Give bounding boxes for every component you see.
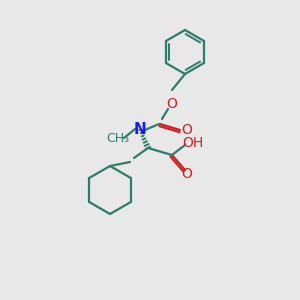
Text: O: O — [182, 123, 192, 137]
Text: N: N — [134, 122, 146, 137]
Text: OH: OH — [182, 136, 204, 150]
Text: O: O — [167, 97, 177, 111]
Text: O: O — [182, 167, 192, 181]
Text: CH₃: CH₃ — [106, 131, 130, 145]
